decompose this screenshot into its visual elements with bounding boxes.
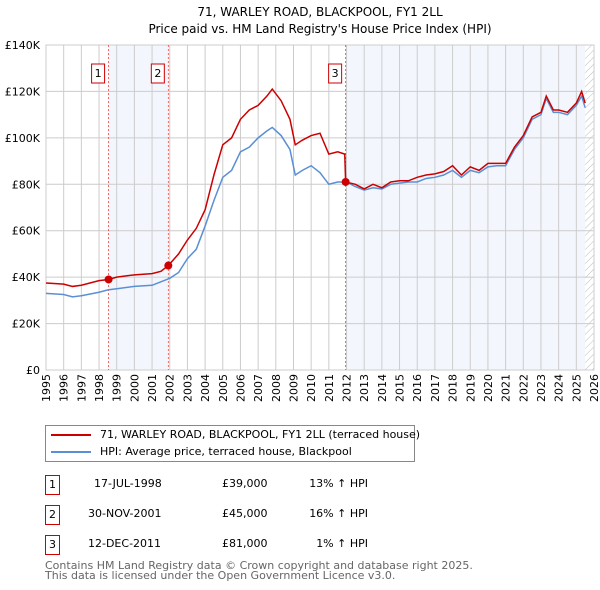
legend-label-property: 71, WARLEY ROAD, BLACKPOOL, FY1 2LL (ter… xyxy=(100,428,421,441)
x-tick-label: 2024 xyxy=(553,374,566,402)
y-tick-label: £0 xyxy=(26,364,40,377)
x-tick-label: 2025 xyxy=(570,374,583,402)
price-chart: 71, WARLEY ROAD, BLACKPOOL, FY1 2LL Pric… xyxy=(5,5,600,402)
x-tick-label: 2009 xyxy=(287,374,300,402)
x-tick-label: 2015 xyxy=(394,374,407,402)
legend: 71, WARLEY ROAD, BLACKPOOL, FY1 2LL (ter… xyxy=(45,425,420,462)
licence-notice: This data is licensed under the Open Gov… xyxy=(45,569,396,582)
x-tick-label: 2001 xyxy=(146,374,159,402)
legend-swatch-hpi xyxy=(51,451,91,453)
marker-badge: 3 xyxy=(45,535,60,555)
x-tick-label: 2018 xyxy=(447,374,460,402)
marker-badge: 1 xyxy=(45,475,60,495)
hpi-diff: 13% ↑ HPI xyxy=(309,477,368,490)
y-tick-label: £40K xyxy=(12,271,41,284)
x-tick-label: 1996 xyxy=(58,374,71,402)
y-tick-label: £100K xyxy=(5,132,41,145)
sale-marker-box xyxy=(328,63,343,84)
x-tick-label: 2013 xyxy=(358,374,371,402)
x-tick-label: 2019 xyxy=(464,374,477,402)
y-tick-label: £80K xyxy=(12,178,41,191)
sale-marker-box xyxy=(150,63,165,84)
sale-marker-label: 3 xyxy=(332,67,339,80)
legend-swatch-property xyxy=(51,434,91,436)
x-tick-label: 2014 xyxy=(376,374,389,402)
chart-title: 71, WARLEY ROAD, BLACKPOOL, FY1 2LL xyxy=(197,5,443,19)
x-tick-label: 1995 xyxy=(40,374,53,402)
x-tick-label: 2010 xyxy=(305,374,318,402)
x-tick-label: 2012 xyxy=(341,374,354,402)
sale-price: £39,000 xyxy=(222,477,268,490)
x-tick-label: 2016 xyxy=(411,374,424,402)
x-tick-label: 2006 xyxy=(234,374,247,402)
marker-badge: 2 xyxy=(45,505,60,525)
forecast-hatch xyxy=(585,45,594,370)
sale-price: £81,000 xyxy=(222,537,268,550)
x-tick-label: 2011 xyxy=(323,374,336,402)
x-tick-label: 2022 xyxy=(517,374,530,402)
sale-marker-label: 1 xyxy=(95,67,102,80)
sale-marker-box xyxy=(91,63,106,84)
sale-date: 17-JUL-1998 xyxy=(94,477,162,490)
legend-label-hpi: HPI: Average price, terraced house, Blac… xyxy=(100,445,352,458)
sale-point xyxy=(341,177,350,186)
x-tick-label: 2008 xyxy=(270,374,283,402)
plot-frame xyxy=(45,44,595,371)
copyright-notice: Contains HM Land Registry data © Crown c… xyxy=(45,559,473,572)
x-tick-label: 2000 xyxy=(128,374,141,402)
hpi-diff: 16% ↑ HPI xyxy=(309,507,368,520)
x-tick-label: 2007 xyxy=(252,374,265,402)
hpi-diff: 1% ↑ HPI xyxy=(316,537,368,550)
x-tick-label: 2021 xyxy=(500,374,513,402)
sale-date: 30-NOV-2001 xyxy=(88,507,162,520)
x-tick-label: 2002 xyxy=(164,374,177,402)
x-tick-label: 2020 xyxy=(482,374,495,402)
sale-price: £45,000 xyxy=(222,507,268,520)
y-tick-label: £20K xyxy=(12,318,41,331)
chart-subtitle: Price paid vs. HM Land Registry's House … xyxy=(148,22,491,36)
y-tick-label: £120K xyxy=(5,85,41,98)
x-tick-label: 2005 xyxy=(217,374,230,402)
x-tick-label: 2003 xyxy=(181,374,194,402)
x-tick-label: 2017 xyxy=(429,374,442,402)
y-tick-label: £60K xyxy=(12,225,41,238)
shaded-period xyxy=(108,45,169,370)
sale-marker-label: 2 xyxy=(154,67,161,80)
x-tick-label: 2004 xyxy=(199,374,212,402)
series-line xyxy=(45,94,586,298)
x-tick-label: 1998 xyxy=(93,374,106,402)
x-tick-label: 1999 xyxy=(111,374,124,402)
x-tick-label: 1997 xyxy=(75,374,88,402)
x-tick-label: 2023 xyxy=(535,374,548,402)
x-tick-label: 2026 xyxy=(588,374,600,402)
sale-point xyxy=(104,275,113,284)
sale-point xyxy=(164,261,173,270)
sale-date: 12-DEC-2011 xyxy=(88,537,162,550)
y-tick-label: £140K xyxy=(5,39,41,52)
